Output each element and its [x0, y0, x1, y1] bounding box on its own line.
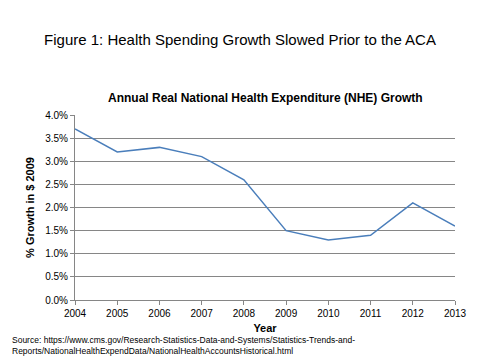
svg-text:2012: 2012: [402, 308, 425, 319]
svg-text:0.5%: 0.5%: [45, 271, 68, 282]
svg-text:2008: 2008: [233, 308, 256, 319]
svg-text:Year: Year: [253, 322, 277, 334]
svg-text:2013: 2013: [444, 308, 467, 319]
svg-text:1.5%: 1.5%: [45, 225, 68, 236]
svg-text:2.5%: 2.5%: [45, 179, 68, 190]
svg-text:2.0%: 2.0%: [45, 202, 68, 213]
svg-text:1.0%: 1.0%: [45, 248, 68, 259]
svg-text:2005: 2005: [106, 308, 129, 319]
svg-text:0.0%: 0.0%: [45, 295, 68, 306]
svg-text:3.5%: 3.5%: [45, 133, 68, 144]
svg-text:2011: 2011: [360, 308, 382, 319]
svg-text:Annual Real National Health Ex: Annual Real National Health Expenditure …: [108, 91, 423, 105]
svg-text:Source: https://www.cms.gov/Re: Source: https://www.cms.gov/Research-Sta…: [12, 335, 355, 356]
svg-text:2006: 2006: [148, 308, 171, 319]
svg-text:Figure 1: Health Spending Grow: Figure 1: Health Spending Growth Slowed …: [44, 31, 436, 48]
svg-text:3.0%: 3.0%: [45, 156, 68, 167]
svg-text:4.0%: 4.0%: [45, 110, 68, 121]
svg-text:2010: 2010: [317, 308, 340, 319]
svg-text:2009: 2009: [275, 308, 298, 319]
svg-text:% Growth in $ 2009: % Growth in $ 2009: [24, 157, 36, 258]
svg-text:2004: 2004: [64, 308, 87, 319]
svg-text:2007: 2007: [191, 308, 214, 319]
